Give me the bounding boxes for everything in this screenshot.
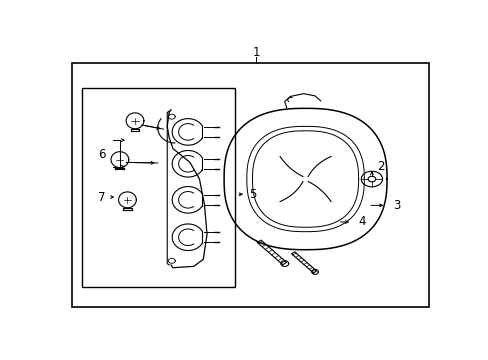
Text: 6: 6 [98, 148, 105, 161]
Text: 2: 2 [377, 160, 385, 173]
Text: 3: 3 [392, 199, 399, 212]
Bar [82, 87, 235, 287]
Text: 7: 7 [98, 190, 105, 203]
Text: 4: 4 [358, 216, 366, 229]
Text: 1: 1 [252, 46, 260, 59]
Bar [72, 63, 428, 307]
Text: 5: 5 [248, 188, 256, 201]
